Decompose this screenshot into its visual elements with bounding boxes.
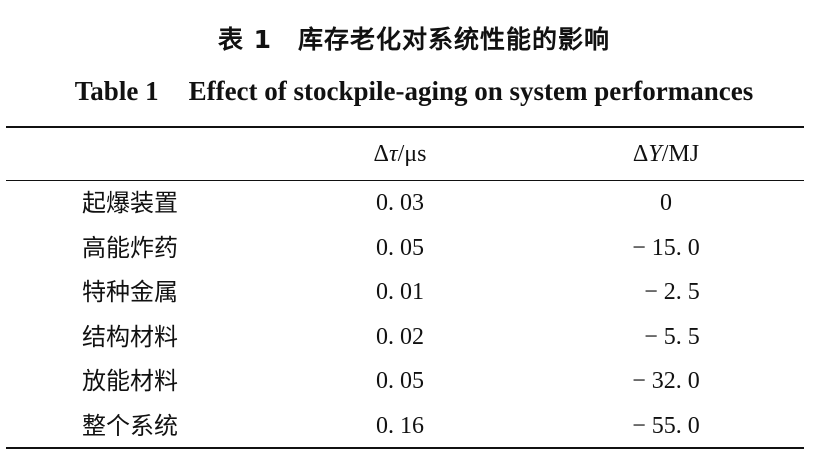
cell-component: 起爆装置 xyxy=(82,189,178,217)
table-caption-chinese: 表 1 库存老化对系统性能的影响 xyxy=(0,20,828,56)
cell-component: 结构材料 xyxy=(82,323,178,351)
table-top-rule xyxy=(6,126,804,128)
cell-delta-tau: 0. 05 xyxy=(376,235,424,261)
table-title-chinese: 库存老化对系统性能的影响 xyxy=(298,25,611,54)
header-delta-tau: Δτ/μs xyxy=(300,132,500,176)
cell-delta-y: − 5. 5 xyxy=(632,324,700,350)
cell-component: 放能材料 xyxy=(82,367,178,395)
table-caption-english: Table 1 Effect of stockpile-aging on syst… xyxy=(0,76,828,107)
table-number-chinese: 表 1 xyxy=(217,25,273,54)
cell-delta-tau: 0. 02 xyxy=(376,324,424,350)
header-delta-tau-symbol: τ xyxy=(388,141,398,167)
header-delta-tau-unit: /μs xyxy=(397,141,427,167)
cell-component: 特种金属 xyxy=(82,278,178,306)
header-delta-y-unit: /MJ xyxy=(661,141,700,167)
header-component xyxy=(82,132,282,176)
cell-delta-y: − 32. 0 xyxy=(632,368,700,394)
cell-delta-tau: 0. 16 xyxy=(376,413,424,439)
header-delta-tau-delta: Δ xyxy=(373,141,389,167)
cell-delta-y: − 55. 0 xyxy=(632,413,700,439)
cell-delta-tau: 0. 03 xyxy=(376,190,424,216)
cell-delta-y: − 15. 0 xyxy=(632,235,700,261)
table-number-english: Table 1 xyxy=(74,76,159,106)
header-delta-y-symbol: Y xyxy=(648,141,662,167)
header-delta-y: ΔY/MJ xyxy=(566,132,766,176)
cell-component: 整个系统 xyxy=(82,412,178,440)
cell-delta-y: 0 xyxy=(660,190,672,216)
cell-delta-tau: 0. 05 xyxy=(376,368,424,394)
table-bottom-rule xyxy=(6,447,804,449)
table-header-rule xyxy=(6,180,804,181)
cell-component: 高能炸药 xyxy=(82,234,178,262)
header-delta-y-delta: Δ xyxy=(632,141,649,167)
cell-delta-y: − 2. 5 xyxy=(632,279,700,305)
cell-delta-tau: 0. 01 xyxy=(376,279,424,305)
table-title-english: Effect of stockpile-aging on system perf… xyxy=(188,76,754,106)
